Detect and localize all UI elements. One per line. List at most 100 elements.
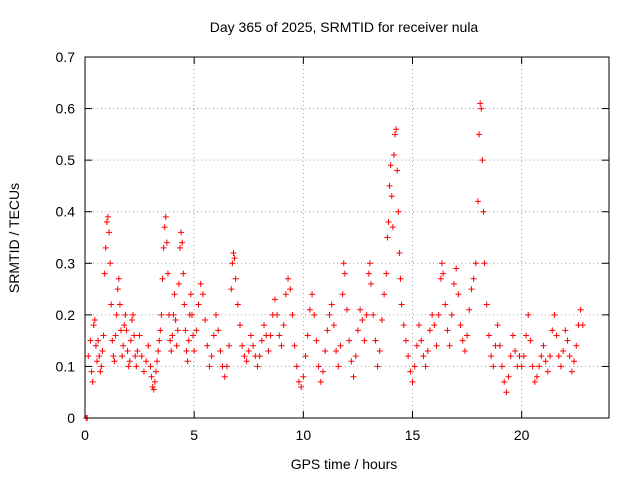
data-point [168,347,175,354]
data-point [420,353,427,360]
data-point [392,131,399,138]
data-point [437,275,444,282]
data-point [181,301,188,308]
data-point [210,332,217,339]
data-point [132,353,139,360]
data-point [187,291,194,298]
data-point [363,311,370,318]
data-point [226,342,233,349]
data-point [480,208,487,215]
data-point [422,363,429,370]
data-point [104,213,111,220]
data-point [178,229,185,236]
data-point [376,347,383,354]
data-point [509,332,516,339]
data-point [150,386,157,393]
data-point [231,255,238,262]
data-point [494,322,501,329]
data-point [101,270,108,277]
data-point [315,363,322,370]
data-point [407,368,414,375]
data-point [326,311,333,318]
data-point [285,275,292,282]
data-point [127,337,134,344]
data-point [551,311,558,318]
y-axis-title: SRMTID / TECUs [6,183,22,293]
data-point [215,327,222,334]
data-point [372,337,379,344]
data-point [366,260,373,267]
data-point [271,296,278,303]
data-point [544,368,551,375]
data-point [475,198,481,205]
data-point [455,291,462,298]
data-point [501,378,508,385]
data-point [573,342,580,349]
data-point [440,270,447,277]
data-point [182,327,189,334]
data-point [531,378,538,385]
data-point [540,342,547,349]
data-point [126,358,133,365]
data-point [311,311,318,318]
data-point [499,363,506,370]
data-point [461,347,468,354]
data-point [111,358,118,365]
data-point [472,260,479,267]
data-point [92,342,99,349]
data-point [476,131,483,138]
y-tick-label: 0.5 [56,152,76,168]
data-point [490,363,497,370]
data-point [149,384,156,391]
data-point [444,327,451,334]
y-axis: 0 0.1 0.2 0.3 0.4 0.5 0.6 0.7 [56,49,609,426]
data-point [302,353,309,360]
data-point [577,306,584,313]
x-tick-label: 20 [514,427,530,443]
y-tick-label: 0.1 [56,358,76,374]
data-point [304,332,311,339]
data-point [348,358,355,365]
data-point [359,317,366,324]
data-point [108,301,115,308]
data-point [175,280,182,287]
data-point [395,208,402,215]
data-point [136,332,143,339]
data-point [120,342,127,349]
data-point [568,368,575,375]
data-point [276,332,283,339]
data-point [344,306,350,313]
data-point [193,327,200,334]
data-point [123,327,130,334]
data-point [384,234,391,241]
data-point [191,347,198,354]
data-point [112,332,119,339]
data-point [564,337,571,344]
data-point [505,373,512,380]
data-point [413,342,420,349]
y-tick-label: 0 [67,410,75,426]
data-point [85,353,92,360]
data-point [424,347,431,354]
data-point [393,126,400,133]
data-point [387,162,394,169]
y-tick-label: 0.6 [56,101,76,117]
data-point [254,363,261,370]
data-point [300,373,307,380]
data-point [161,224,168,231]
data-point [180,270,187,277]
x-tick-label: 15 [405,427,421,443]
data-point [245,347,252,354]
y-tick-label: 0.4 [56,204,76,220]
data-point [261,322,268,329]
data-point [130,311,137,318]
data-point [202,317,209,324]
data-point [429,311,436,318]
data-point [483,301,490,308]
data-point [173,342,180,349]
data-point [185,337,192,344]
data-point [147,363,154,370]
data-point [481,260,488,267]
data-point [258,337,265,344]
